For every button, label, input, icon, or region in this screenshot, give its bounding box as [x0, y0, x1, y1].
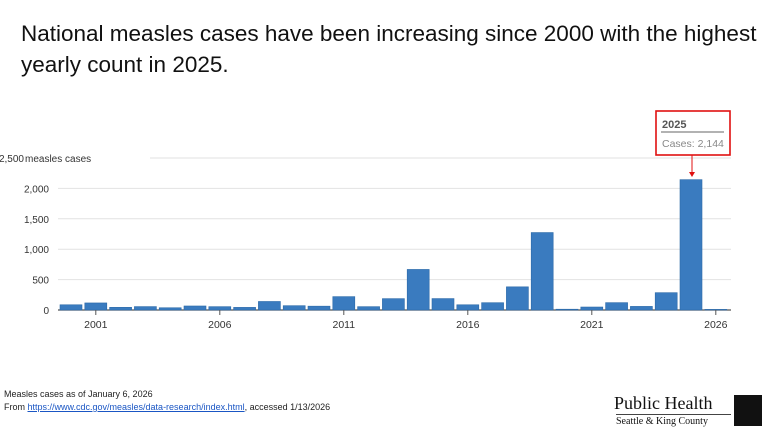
x-tick-label: 2026 [704, 319, 728, 331]
public-health-logo: Public Health Seattle & King County [614, 393, 764, 427]
source-prefix: From [4, 402, 28, 412]
bar-2012 [357, 306, 380, 311]
bar-2022 [605, 302, 628, 311]
bar-2014 [406, 269, 430, 311]
y-tick-label: 0 [43, 306, 49, 317]
bar-2017 [481, 302, 504, 311]
bar-2011 [332, 296, 356, 311]
bar-2009 [282, 305, 306, 311]
x-tick-label: 2001 [84, 319, 108, 331]
logo-divider [616, 414, 731, 415]
bar-2016 [456, 304, 480, 311]
logo-name: Public Health [614, 393, 713, 413]
bar-2007 [233, 307, 256, 311]
bar-2010 [307, 305, 331, 311]
bar-2024 [654, 292, 678, 311]
bar-2008 [258, 301, 281, 311]
bar-2025 [679, 179, 703, 311]
bar-2013 [382, 298, 405, 311]
bar-2019 [530, 232, 554, 311]
bar-2004 [158, 307, 182, 311]
bar-2001 [84, 302, 108, 311]
tooltip-box [655, 110, 731, 156]
bar-2000 [59, 304, 83, 311]
bar-2015 [431, 298, 455, 311]
source-line: From https://www.cdc.gov/measles/data-re… [4, 402, 330, 412]
bar-2005 [183, 305, 207, 311]
bar-2026 [704, 309, 728, 311]
y-tick-label: 1,500 [24, 215, 49, 226]
tooltip-arrow-head [689, 172, 695, 177]
logo-subtitle: Seattle & King County [616, 416, 708, 427]
bar-2003 [134, 306, 157, 311]
y-axis-label: measles cases [25, 154, 91, 165]
bar-2023 [630, 306, 653, 311]
slide-title: National measles cases have been increas… [21, 21, 757, 77]
y-tick-label: 2,000 [24, 184, 49, 195]
bar-chart: 0 500 1,000 1,500 2,000 2,500 measles cases 20… [0, 110, 731, 331]
source-link[interactable]: https://www.cdc.gov/measles/data-researc… [27, 402, 245, 412]
x-tick-label: 2016 [456, 319, 480, 331]
y-tick-label: 2,500 [0, 154, 24, 165]
bar-2021 [580, 306, 604, 311]
source-accessed: , accessed 1/13/2026 [244, 402, 331, 412]
y-tick-label: 500 [32, 276, 49, 287]
x-tick-label: 2006 [208, 319, 232, 331]
bar-2018 [506, 286, 529, 311]
x-tick-label: 2021 [580, 319, 604, 331]
bar-2006 [208, 306, 232, 311]
data-note: Measles cases as of January 6, 2026 [4, 389, 153, 399]
bar-2002 [109, 307, 132, 311]
y-tick-label: 1,000 [24, 245, 49, 256]
tooltip-value: Cases: 2,144 [662, 138, 724, 150]
logo-portrait-icon [734, 395, 762, 426]
tooltip-year: 2025 [662, 119, 686, 131]
bar-2020 [555, 308, 579, 311]
x-tick-label: 2011 [333, 319, 356, 331]
